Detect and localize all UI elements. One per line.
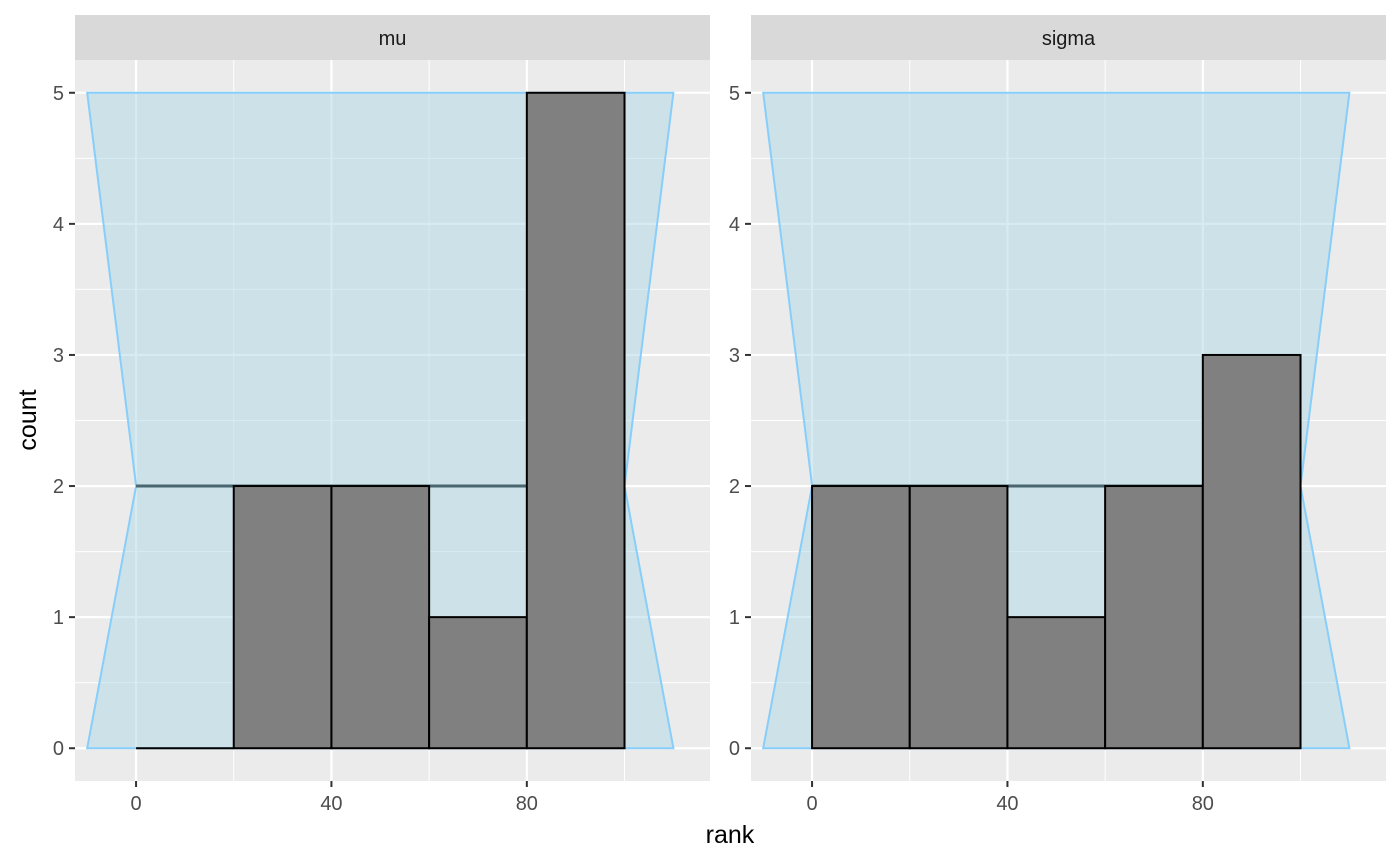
y-tick-label: 0 (729, 738, 740, 760)
histogram-bar (428, 616, 528, 750)
x-tick-label: 0 (130, 793, 141, 815)
histogram-bar (908, 485, 1009, 750)
y-tick-label: 1 (53, 607, 64, 629)
y-axis-title: count (14, 389, 42, 450)
histogram-bar (525, 91, 626, 750)
y-tick-label: 5 (53, 83, 64, 105)
histogram-bar (232, 485, 333, 750)
y-tick-label: 4 (53, 214, 64, 236)
y-tick-label: 3 (53, 345, 64, 367)
facet-strip (75, 15, 710, 60)
facet-label: sigma (1042, 28, 1096, 50)
histogram-bar (330, 485, 431, 750)
y-tick-label: 0 (53, 738, 64, 760)
panel-sigma: sigma 0 1 2 3 4 5 0 40 80 (729, 15, 1386, 815)
y-tick-label: 2 (729, 476, 740, 498)
x-tick-label: 80 (1192, 793, 1214, 815)
y-tick-label: 5 (729, 83, 740, 105)
panel-mu: mu 0 1 2 3 4 5 0 40 80 (53, 15, 710, 815)
facet-label: mu (379, 28, 407, 50)
histogram-bar (1201, 353, 1302, 750)
histogram-bar (811, 485, 911, 750)
y-tick-label: 4 (729, 214, 740, 236)
histogram-bar (1104, 485, 1204, 750)
x-tick-label: 0 (806, 793, 817, 815)
histogram-bar (1006, 616, 1107, 750)
x-tick-label: 40 (320, 793, 342, 815)
y-tick-label: 2 (53, 476, 64, 498)
facet-strip (751, 15, 1386, 60)
y-tick-label: 3 (729, 345, 740, 367)
y-tick-label: 1 (729, 607, 740, 629)
x-axis-title: rank (706, 821, 755, 849)
x-tick-label: 80 (516, 793, 538, 815)
x-tick-label: 40 (996, 793, 1018, 815)
